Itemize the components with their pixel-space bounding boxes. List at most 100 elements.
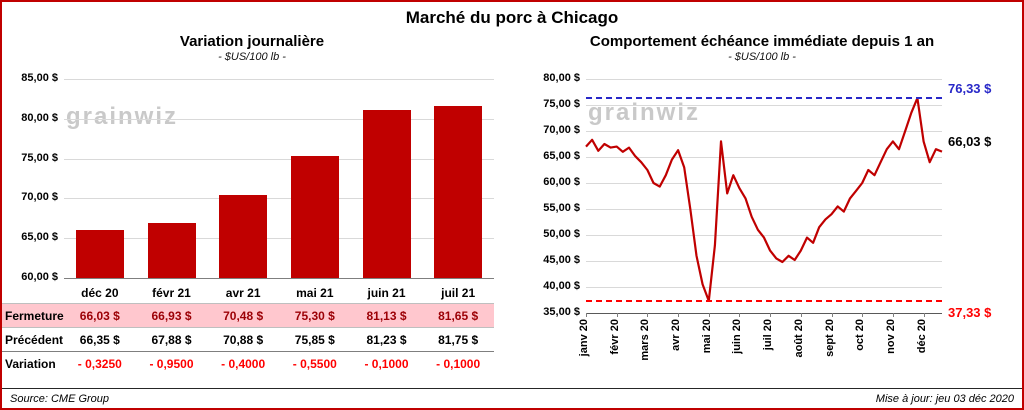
gridline bbox=[586, 235, 942, 236]
last-value-label: 66,03 $ bbox=[948, 133, 992, 149]
x-axis-label: déc 20 bbox=[915, 319, 928, 354]
x-axis-label: août 20 bbox=[792, 319, 805, 358]
gridline bbox=[64, 158, 494, 160]
x-axis-label: juil 20 bbox=[762, 319, 775, 351]
table-cell: 66,03 $ bbox=[79, 309, 120, 323]
x-axis-tick bbox=[800, 313, 802, 317]
x-axis-label: nov 20 bbox=[884, 319, 897, 354]
y-axis-tick-label: 60,00 $ bbox=[21, 271, 58, 283]
bar-chart-title: Variation journalière bbox=[179, 33, 325, 50]
bar bbox=[362, 109, 411, 278]
x-axis-tick bbox=[770, 313, 772, 317]
line-chart-subtitle: - $US/100 lb - bbox=[728, 51, 796, 63]
table-cell: - 0,1000 bbox=[364, 357, 409, 371]
x-axis-label: avr 20 bbox=[670, 319, 683, 351]
price-table: déc 20 févr 21 avr 21 mai 21 juin 21 juil 21 F… bbox=[2, 282, 494, 375]
x-axis-tick bbox=[678, 313, 680, 317]
bar-chart-plot: 60,00 $ 65,00 $ 70,00 $ 75,00 $ 80,00 $ 85,00… bbox=[21, 72, 494, 283]
x-axis-tick bbox=[708, 313, 710, 317]
x-axis-label: oct 20 bbox=[854, 319, 867, 351]
x-axis-tick bbox=[831, 313, 833, 317]
y-axis-tick-label: 40,00 $ bbox=[543, 280, 580, 292]
x-axis-labels: janv 20 févr 20 mars 20 avr 20 mai 20 juin 20… bbox=[578, 316, 942, 376]
table-cell: - 0,3250 bbox=[77, 357, 122, 371]
x-axis-tick bbox=[586, 313, 587, 317]
bar bbox=[290, 156, 339, 278]
x-axis-label: juin 20 bbox=[731, 319, 744, 354]
table-cell: - 0,9500 bbox=[149, 357, 194, 371]
y-axis-tick-label: 70,00 $ bbox=[543, 124, 580, 136]
bar bbox=[75, 230, 124, 278]
line-chart-title: Comportement échéance immédiate depuis 1… bbox=[589, 33, 935, 50]
gridline bbox=[586, 79, 942, 80]
gridline bbox=[586, 157, 942, 158]
gridline bbox=[64, 198, 494, 200]
gridline bbox=[586, 209, 942, 210]
bar bbox=[147, 222, 196, 278]
line-chart-plot: 35,00 $ 40,00 $ 45,00 $ 50,00 $ 55,00 $ 60,00… bbox=[543, 72, 991, 320]
daily-variation-panel: Variation journalière - $US/100 lb - gra… bbox=[2, 28, 502, 375]
gridline bbox=[586, 287, 942, 288]
table-cell: 81,75 $ bbox=[438, 333, 479, 347]
bar bbox=[434, 105, 483, 278]
bar-chart-subtitle: - $US/100 lb - bbox=[218, 51, 286, 63]
x-axis-tick bbox=[892, 313, 894, 317]
month-header-cell: mai 21 bbox=[296, 286, 334, 300]
y-axis-tick-label: 75,00 $ bbox=[543, 98, 580, 110]
table-cell: 75,30 $ bbox=[294, 309, 335, 323]
x-axis-label: mars 20 bbox=[639, 319, 652, 361]
price-line-svg bbox=[586, 79, 942, 313]
y-axis-tick-label: 65,00 $ bbox=[543, 150, 580, 162]
month-header-cell: avr 21 bbox=[225, 286, 261, 300]
price-line bbox=[586, 98, 942, 301]
table-cell: - 0,5500 bbox=[292, 357, 337, 371]
table-cell: 66,93 $ bbox=[151, 309, 192, 323]
table-header-row: déc 20 févr 21 avr 21 mai 21 juin 21 juil 21 bbox=[2, 282, 494, 303]
x-axis-tick bbox=[923, 313, 925, 317]
table-cell: 75,85 $ bbox=[294, 333, 335, 347]
one-year-trend-panel: Comportement échéance immédiate depuis 1… bbox=[502, 28, 1022, 375]
table-cell: 81,65 $ bbox=[438, 309, 479, 323]
gridline bbox=[586, 183, 942, 184]
y-axis-tick-label: 80,00 $ bbox=[543, 72, 580, 84]
y-axis-tick-label: 35,00 $ bbox=[543, 306, 580, 318]
gridline bbox=[64, 238, 494, 240]
table-cell: 67,88 $ bbox=[151, 333, 192, 347]
gridline bbox=[586, 131, 942, 132]
x-axis-label: mai 20 bbox=[700, 319, 713, 354]
x-axis-tick bbox=[647, 313, 649, 317]
x-axis-label: févr 20 bbox=[608, 319, 621, 355]
x-axis-tick bbox=[739, 313, 741, 317]
x-axis-label: janv 20 bbox=[578, 319, 590, 357]
x-axis-label: sept 20 bbox=[823, 319, 836, 357]
line-chart-area: grainwiz 35,00 $40,00 $45,00 $50,00 $55,… bbox=[543, 72, 991, 361]
source-note: Source: CME Group bbox=[10, 392, 110, 405]
table-cell: - 0,1000 bbox=[436, 357, 481, 371]
month-header-cell: juin 21 bbox=[367, 286, 406, 300]
y-axis-tick-label: 70,00 $ bbox=[21, 191, 58, 204]
bar bbox=[219, 194, 268, 278]
gridline bbox=[586, 261, 942, 262]
table-row: Variation - 0,3250 - 0,9500 - 0,4000 - 0,550… bbox=[2, 351, 494, 375]
table-cell: 70,48 $ bbox=[223, 309, 264, 323]
min-dashed-line bbox=[586, 299, 942, 302]
table-row: Précédent 66,35 $ 67,88 $ 70,88 $ 75,85 $ 81,… bbox=[2, 327, 494, 351]
update-note: Mise à jour: jeu 03 déc 2020 bbox=[875, 392, 1014, 405]
bar-chart-area: grainwiz 60,00 $65,00 $70,00 $75,00 $80,… bbox=[21, 72, 494, 283]
gridline bbox=[64, 118, 494, 120]
max-value-label: 76,33 $ bbox=[948, 81, 992, 97]
y-axis-tick-label: 60,00 $ bbox=[543, 176, 580, 188]
y-axis-tick-label: 65,00 $ bbox=[21, 231, 58, 244]
charts-row: Variation journalière - $US/100 lb - gra… bbox=[2, 28, 1022, 375]
table-cell: 66,35 $ bbox=[79, 333, 120, 347]
min-value-label: 37,33 $ bbox=[948, 304, 992, 320]
table-corner-cell bbox=[2, 288, 64, 297]
y-axis-tick-label: 45,00 $ bbox=[543, 254, 580, 266]
y-axis-tick-label: 85,00 $ bbox=[21, 72, 58, 84]
x-axis-tick bbox=[862, 313, 864, 317]
row-label: Fermeture bbox=[5, 309, 64, 323]
y-axis-tick-label: 50,00 $ bbox=[543, 228, 580, 240]
max-dashed-line bbox=[586, 97, 942, 100]
y-axis-tick-label: 80,00 $ bbox=[21, 111, 58, 124]
